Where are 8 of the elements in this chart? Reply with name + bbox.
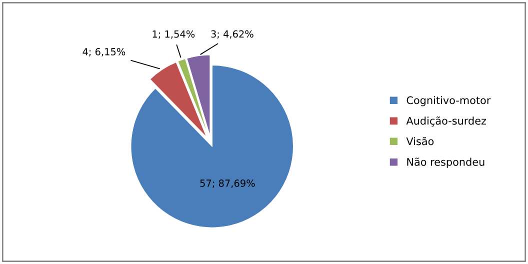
legend-label: Visão [406,136,434,146]
legend-label: Não respondeu [407,158,484,168]
legend-label: Cognitivo-motor [406,96,491,106]
data-label: 57; 87,69% [200,180,255,188]
data-label: 4; 6,15% [82,48,126,56]
data-label: 3; 4,62% [211,30,254,39]
legend-label: Audição-surdez [406,116,486,127]
data-label: 1; 1,54% [152,30,195,39]
